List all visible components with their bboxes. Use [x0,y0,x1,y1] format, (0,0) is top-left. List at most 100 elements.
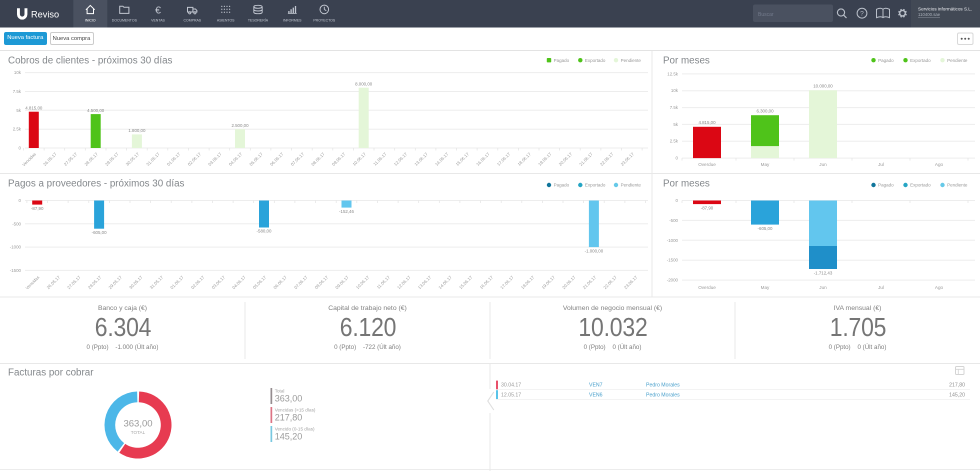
svg-text:TESORERÍA: TESORERÍA [248,19,269,23]
svg-text:Ago: Ago [935,285,944,290]
svg-text:VEN6: VEN6 [589,392,603,398]
svg-text:VENTAS: VENTAS [151,19,165,23]
svg-text:04.06.17: 04.06.17 [228,151,244,167]
svg-text:Servicios informáticos S.L.: Servicios informáticos S.L. [918,7,972,12]
svg-text:10.000,00: 10.000,00 [813,84,833,89]
svg-text:145,20: 145,20 [949,392,965,398]
svg-text:17.06.17: 17.06.17 [499,274,515,290]
svg-text:14.06.17: 14.06.17 [437,274,453,290]
svg-text:2.500,00: 2.500,00 [231,123,249,128]
svg-text:0: 0 [19,198,22,203]
svg-text:Pagado: Pagado [878,58,894,63]
svg-text:INFORMES: INFORMES [283,19,302,23]
svg-text:4.500,00: 4.500,00 [87,108,105,113]
svg-text:Facturas por cobrar: Facturas por cobrar [8,368,94,379]
svg-text:Jul: Jul [878,285,884,290]
svg-text:4.815,00: 4.815,00 [25,106,43,111]
svg-text:26.05.17: 26.05.17 [46,274,62,290]
svg-text:PROYECTOS: PROYECTOS [313,19,336,23]
svg-text:01.06.17: 01.06.17 [169,274,185,290]
svg-text:07.06.17: 07.06.17 [290,151,306,167]
svg-text:10.06.17: 10.06.17 [355,274,371,290]
svg-text:Pendiente: Pendiente [947,183,968,188]
svg-text:Buscar: Buscar [758,12,774,18]
svg-text:TOTAL: TOTAL [131,430,146,435]
svg-text:-1000: -1000 [10,245,22,250]
svg-text:17.06.17: 17.06.17 [496,151,512,167]
svg-text:217,80: 217,80 [275,413,303,423]
svg-text:12.06.17: 12.06.17 [396,274,412,290]
svg-text:12.5k: 12.5k [667,71,679,76]
svg-text:18.06.17: 18.06.17 [520,274,536,290]
svg-text:-605,00: -605,00 [92,230,107,235]
svg-text:31.05.17: 31.05.17 [145,151,161,167]
svg-text:26.05.17: 26.05.17 [42,151,58,167]
svg-text:03.06.17: 03.06.17 [211,274,227,290]
svg-text:13.06.17: 13.06.17 [417,274,433,290]
svg-text:30.05.17: 30.05.17 [125,151,141,167]
svg-text:8.000,00: 8.000,00 [355,82,373,87]
svg-text:10k: 10k [14,70,22,75]
svg-text:06.06.17: 06.06.17 [272,274,288,290]
svg-text:VEN7: VEN7 [589,383,603,389]
svg-text:Por meses: Por meses [663,179,710,190]
svg-text:Exportado: Exportado [910,183,931,188]
svg-text:29.05.17: 29.05.17 [104,151,120,167]
svg-text:Vencidas: Vencidas [21,151,37,167]
svg-text:16.06.17: 16.06.17 [475,151,491,167]
svg-text:23.06.17: 23.06.17 [620,151,636,167]
svg-text:May: May [761,285,770,290]
svg-text:2.5k: 2.5k [13,127,22,132]
svg-text:08.06.17: 08.06.17 [314,274,330,290]
svg-text:7.5k: 7.5k [13,89,22,94]
svg-text:?: ? [860,11,864,18]
svg-text:30.05.17: 30.05.17 [128,274,144,290]
svg-text:Overdue: Overdue [698,285,716,290]
svg-text:5k: 5k [16,108,21,113]
svg-text:2.5k: 2.5k [670,139,679,144]
svg-text:20.06.17: 20.06.17 [561,274,577,290]
svg-text:May: May [761,162,770,167]
svg-text:5k: 5k [673,122,678,127]
svg-text:03.06.17: 03.06.17 [207,151,223,167]
svg-text:Vencido (0-15 días): Vencido (0-15 días) [275,427,315,432]
svg-text:19.06.17: 19.06.17 [537,151,553,167]
svg-text:7.5k: 7.5k [670,105,679,110]
svg-text:-2000: -2000 [667,278,679,283]
svg-text:02.06.17: 02.06.17 [187,151,203,167]
svg-text:16.06.17: 16.06.17 [479,274,495,290]
svg-text:07.06.17: 07.06.17 [293,274,309,290]
svg-text:4.815,00: 4.815,00 [698,120,716,125]
svg-text:363,00: 363,00 [275,394,303,404]
svg-text:0: 0 [676,198,679,203]
svg-text:11.06.17: 11.06.17 [372,151,388,167]
svg-text:Overdue: Overdue [698,162,716,167]
svg-text:21.06.17: 21.06.17 [582,274,598,290]
svg-text:COMPRAS: COMPRAS [183,19,201,23]
svg-text:0: 0 [676,156,679,161]
svg-text:Total: Total [275,389,285,394]
svg-text:Pagado: Pagado [554,183,570,188]
svg-text:12.05.17: 12.05.17 [501,392,521,398]
svg-text:06.06.17: 06.06.17 [269,151,285,167]
svg-text:-87,90: -87,90 [701,206,714,211]
svg-text:12.06.17: 12.06.17 [393,151,409,167]
svg-text:Jun: Jun [819,162,827,167]
svg-text:22.06.17: 22.06.17 [602,274,618,290]
svg-text:Por meses: Por meses [663,56,710,67]
svg-text:-1500: -1500 [667,258,679,263]
svg-text:10.06.17: 10.06.17 [352,151,368,167]
svg-text:Pagado: Pagado [878,183,894,188]
svg-text:DOCUMENTOS: DOCUMENTOS [112,19,138,23]
svg-text:05.06.17: 05.06.17 [252,274,268,290]
svg-text:10k: 10k [671,88,679,93]
svg-text:18.06.17: 18.06.17 [517,151,533,167]
svg-text:-1.000,00: -1.000,00 [585,248,604,253]
svg-text:20.06.17: 20.06.17 [558,151,574,167]
svg-text:Exportado: Exportado [910,58,931,63]
svg-text:11.06.17: 11.06.17 [376,274,392,290]
svg-text:29.05.17: 29.05.17 [108,274,124,290]
svg-text:-605,00: -605,00 [758,226,773,231]
svg-text:19.06.17: 19.06.17 [541,274,557,290]
svg-text:Vencidas (>15 días): Vencidas (>15 días) [275,408,316,413]
